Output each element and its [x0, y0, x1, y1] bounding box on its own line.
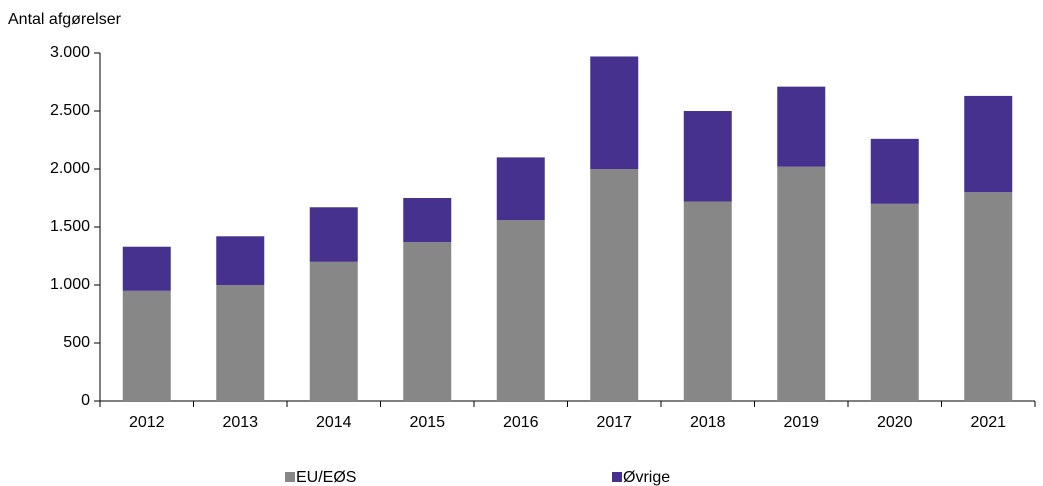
- y-tick-label: 2.500: [50, 102, 90, 119]
- x-tick-label: 2014: [316, 414, 352, 431]
- bar-segment: [590, 56, 639, 170]
- y-tick-label: 500: [63, 334, 90, 351]
- legend-swatch: [285, 472, 295, 482]
- bar-segment: [964, 95, 1013, 193]
- x-tick-label: 2016: [503, 414, 539, 431]
- x-tick-label: 2012: [129, 414, 165, 431]
- bar-segment: [496, 157, 545, 221]
- bar-segment: [777, 166, 826, 401]
- bar-segment: [590, 169, 639, 401]
- bar-segment: [683, 111, 732, 202]
- x-tick-label: 2015: [409, 414, 445, 431]
- bar-segment: [309, 261, 358, 401]
- y-tick-label: 1.500: [50, 218, 90, 235]
- x-tick-label: 2019: [783, 414, 819, 431]
- legend-label: EU/EØS: [296, 469, 356, 486]
- x-tick-label: 2013: [222, 414, 258, 431]
- y-tick-label: 2.000: [50, 160, 90, 177]
- legend-swatch: [612, 472, 622, 482]
- bar-segment: [870, 203, 919, 401]
- bar-segment: [683, 201, 732, 401]
- bar-segment: [122, 246, 171, 291]
- x-tick-label: 2020: [877, 414, 913, 431]
- y-tick-label: 1.000: [50, 276, 90, 293]
- bar-segment: [496, 220, 545, 401]
- y-tick-label: 3.000: [50, 44, 90, 61]
- bar-segment: [964, 192, 1013, 401]
- bar-segment: [403, 242, 452, 401]
- x-tick-label: 2017: [596, 414, 632, 431]
- bar-segment: [870, 138, 919, 204]
- bar-segment: [216, 236, 265, 285]
- y-tick-label: 0: [81, 392, 90, 409]
- legend-label: Øvrige: [623, 469, 670, 486]
- bar-segment: [122, 290, 171, 401]
- bar-segment: [403, 198, 452, 243]
- x-tick-label: 2021: [970, 414, 1006, 431]
- bar-segment: [216, 285, 265, 401]
- x-tick-label: 2018: [690, 414, 726, 431]
- bar-segment: [309, 207, 358, 262]
- y-axis-label: Antal afgørelser: [8, 11, 122, 28]
- bar-segment: [777, 86, 826, 167]
